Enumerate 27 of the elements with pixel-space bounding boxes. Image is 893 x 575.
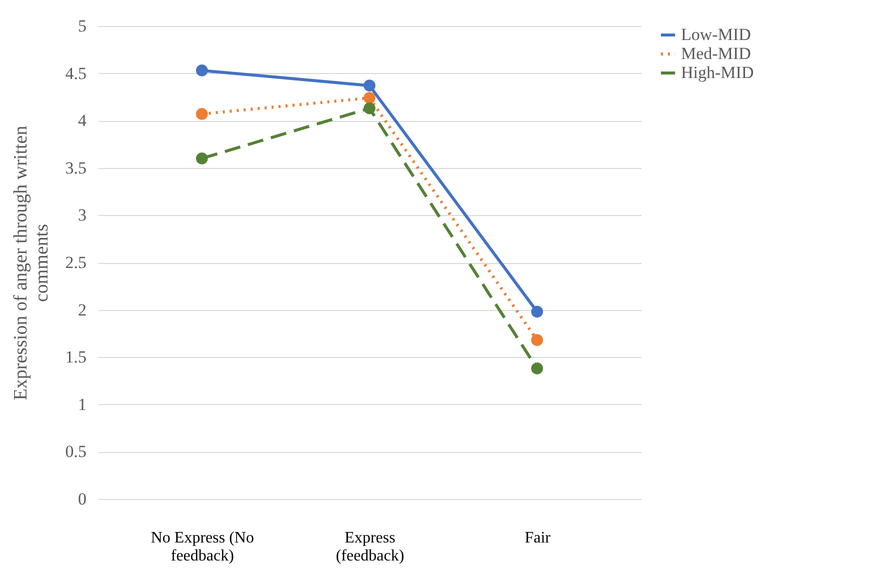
legend-label: Low-MID (681, 25, 751, 44)
y-tick-label: 4.5 (65, 64, 86, 83)
point (196, 64, 208, 76)
y-axis-title: Expression of anger through written comments (10, 125, 52, 400)
y-tick-label: 1.5 (65, 348, 86, 367)
point (196, 108, 208, 120)
y-tick-label: 0 (78, 490, 86, 508)
point (531, 334, 544, 346)
point (364, 80, 376, 92)
point (531, 362, 544, 374)
y-tick-label: 1 (78, 394, 86, 414)
y-tick-label: 2.5 (65, 253, 86, 272)
point (364, 92, 376, 104)
point (531, 306, 544, 318)
y-tick-label: 3 (78, 206, 86, 225)
legend-label: High-MID (681, 63, 754, 82)
y-tick-label: 2 (78, 300, 86, 320)
x-tick-label: Express (feedback) (336, 530, 404, 564)
point (196, 152, 208, 164)
x-tick-label: Fair (524, 530, 552, 546)
y-tick-label: 5 (78, 16, 86, 36)
x-tick-label: No Express (No feedback) (150, 530, 254, 564)
legend-label: Med-MID (681, 44, 751, 63)
y-tick-label: 4 (78, 111, 87, 130)
y-tick-label: 0.5 (65, 442, 86, 462)
y-tick-label: 3.5 (65, 158, 86, 178)
point (364, 102, 376, 114)
